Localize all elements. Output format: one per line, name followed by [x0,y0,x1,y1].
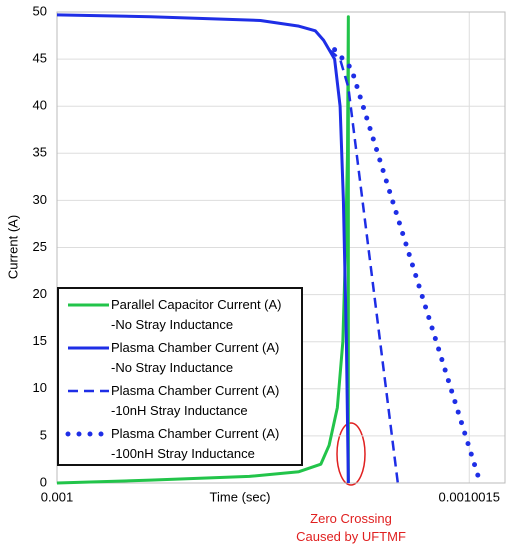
legend-label: Parallel Capacitor Current (A) -No Stray… [111,297,282,332]
y-tick-label: 5 [40,427,47,442]
legend-label: Plasma Chamber Current (A) -No Stray Ind… [111,340,280,375]
legend-label: Plasma Chamber Current (A) -10nH Stray I… [111,383,280,418]
y-tick-label: 50 [33,3,47,18]
y-tick-label: 0 [40,474,47,489]
y-tick-label: 35 [33,145,47,160]
x-tick-label: 0.0010015 [439,489,500,504]
plot-area [56,11,506,484]
y-tick-label: 20 [33,286,47,301]
legend: Parallel Capacitor Current (A) -No Stray… [57,287,303,466]
series-line [56,15,350,485]
y-tick-label: 45 [33,51,47,66]
x-axis-label: Time (sec) [210,489,271,504]
y-axis-label: Current (A) [5,215,20,279]
series-line [328,48,400,484]
x-tick-label: 0.001 [41,489,74,504]
y-tick-label: 15 [33,333,47,348]
y-tick-label: 10 [33,380,47,395]
legend-swatch [68,346,109,350]
legend-swatch [65,431,111,437]
legend-entry: Plasma Chamber Current (A) -100nH Stray … [59,424,301,466]
legend-label: Plasma Chamber Current (A) -100nH Stray … [111,426,280,461]
legend-swatch [68,389,109,393]
y-tick-label: 30 [33,192,47,207]
legend-swatch [68,303,109,307]
y-tick-label: 40 [33,98,47,113]
annotation: Zero Crossing Caused by UFTMF [296,511,406,544]
legend-entry: Plasma Chamber Current (A) -No Stray Ind… [59,338,301,380]
y-tick-label: 25 [33,239,47,254]
legend-entry: Parallel Capacitor Current (A) -No Stray… [59,295,301,337]
legend-entry: Plasma Chamber Current (A) -10nH Stray I… [59,381,301,423]
series-line [56,13,350,484]
annotation-ellipse [336,422,366,486]
